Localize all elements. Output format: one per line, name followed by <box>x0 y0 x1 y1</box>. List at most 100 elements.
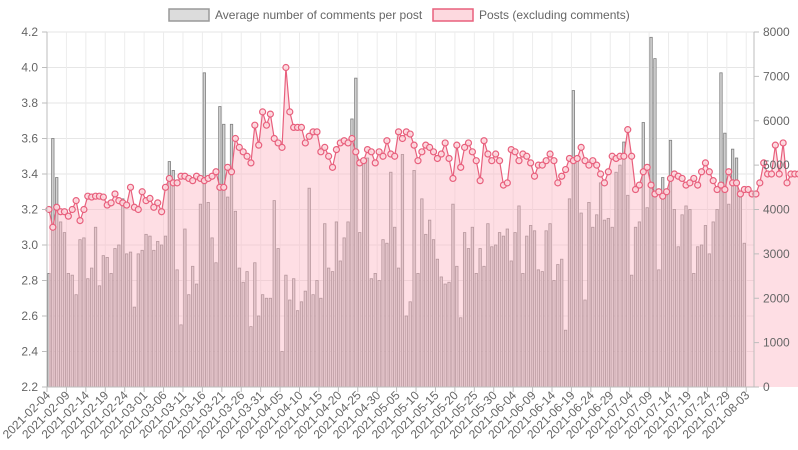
posts-point-141 <box>593 161 601 169</box>
posts-point-124 <box>527 159 535 167</box>
posts-point-67 <box>305 132 313 140</box>
legend-label-comments[interactable]: Average number of comments per post <box>215 8 423 22</box>
left-tick-label-5: 3.2 <box>21 203 38 217</box>
area-series-posts <box>45 63 798 387</box>
posts-point-130 <box>550 157 558 165</box>
posts-point-116 <box>495 157 504 165</box>
posts-point-133 <box>561 165 570 174</box>
posts-point-137 <box>577 143 585 151</box>
posts-point-140 <box>589 157 597 165</box>
posts-point-7 <box>72 197 80 205</box>
posts-point-94 <box>410 141 418 149</box>
posts-point-52 <box>247 159 255 167</box>
posts-point-186 <box>767 170 776 178</box>
posts-point-37 <box>189 177 197 185</box>
posts-point-74 <box>332 145 341 154</box>
posts-point-150 <box>628 152 636 160</box>
posts-point-56 <box>262 121 271 129</box>
posts-point-128 <box>542 157 550 165</box>
posts-point-153 <box>639 168 647 176</box>
posts-point-187 <box>771 141 779 149</box>
posts-point-1 <box>49 223 57 231</box>
right-tick-label-0: 0 <box>763 380 770 394</box>
posts-point-70 <box>317 148 325 156</box>
right-tick-label-7: 7000 <box>763 69 790 83</box>
posts-point-190 <box>783 179 791 187</box>
posts-point-157 <box>655 188 663 196</box>
posts-point-143 <box>600 179 609 187</box>
posts-point-108 <box>464 139 473 147</box>
posts-point-72 <box>325 152 333 160</box>
posts-point-110 <box>472 157 480 165</box>
posts-point-113 <box>484 150 492 158</box>
right-tick-label-1: 1000 <box>763 336 790 350</box>
posts-point-33 <box>173 179 181 187</box>
posts-point-136 <box>573 154 581 163</box>
posts-point-193 <box>795 170 798 178</box>
posts-point-101 <box>437 150 445 158</box>
posts-point-83 <box>367 148 375 156</box>
posts-point-16 <box>107 199 115 207</box>
posts-point-81 <box>359 157 368 165</box>
legend-label-posts[interactable]: Posts (excluding comments) <box>479 8 630 22</box>
posts-point-148 <box>620 152 628 160</box>
posts-point-154 <box>643 163 651 171</box>
posts-point-49 <box>235 143 243 151</box>
posts-point-98 <box>426 143 434 151</box>
posts-point-45 <box>220 183 228 191</box>
right-tick-label-8: 8000 <box>763 25 790 39</box>
left-tick-label-6: 3.4 <box>21 167 38 181</box>
posts-point-90 <box>394 128 403 136</box>
posts-point-58 <box>270 134 278 143</box>
posts-point-48 <box>231 134 240 143</box>
posts-point-61 <box>282 63 290 72</box>
posts-point-31 <box>165 174 173 183</box>
legend-swatch-posts[interactable] <box>432 8 474 22</box>
posts-point-79 <box>352 148 360 156</box>
posts-point-50 <box>239 148 247 156</box>
posts-point-132 <box>558 172 566 180</box>
left-axis-ticks: 2.2 2.4 2.6 2.8 3.0 3.2 3.4 3.6 3.8 4.0 4.2 <box>21 25 47 394</box>
posts-point-42 <box>208 172 216 180</box>
posts-point-89 <box>391 152 399 160</box>
left-tick-label-1: 2.4 <box>21 345 38 359</box>
posts-point-60 <box>278 143 286 151</box>
left-tick-label-10: 4.2 <box>21 25 38 39</box>
left-tick-label-9: 4.0 <box>21 61 38 75</box>
posts-point-131 <box>554 179 562 187</box>
right-tick-label-4: 4000 <box>763 203 790 217</box>
posts-point-71 <box>321 143 329 151</box>
posts-point-152 <box>635 181 644 189</box>
posts-point-93 <box>406 130 414 138</box>
left-tick-label-3: 2.8 <box>21 274 38 288</box>
posts-point-169 <box>701 159 710 167</box>
posts-point-184 <box>760 159 768 167</box>
posts-point-29 <box>157 208 166 216</box>
posts-point-5 <box>64 212 72 220</box>
posts-point-183 <box>756 179 764 187</box>
posts-point-160 <box>666 174 675 183</box>
posts-point-189 <box>779 139 787 147</box>
posts-point-121 <box>515 157 523 165</box>
right-tick-label-2: 2000 <box>763 291 790 305</box>
posts-point-114 <box>488 157 496 165</box>
right-tick-label-6: 6000 <box>763 114 790 128</box>
posts-point-118 <box>503 179 511 187</box>
posts-point-54 <box>255 141 263 149</box>
legend-swatch-comments[interactable] <box>168 8 210 22</box>
posts-point-96 <box>418 148 426 156</box>
posts-point-53 <box>251 121 259 129</box>
posts-point-77 <box>344 139 352 147</box>
posts-point-102 <box>441 139 449 147</box>
posts-point-173 <box>717 181 725 189</box>
posts-point-142 <box>596 170 605 178</box>
posts-point-55 <box>258 108 267 116</box>
posts-point-188 <box>775 170 783 178</box>
posts-point-85 <box>375 148 383 156</box>
posts-point-69 <box>313 128 321 136</box>
posts-point-105 <box>453 141 461 149</box>
posts-point-20 <box>123 201 131 209</box>
legend: Average number of comments per post Post… <box>168 8 630 22</box>
posts-point-159 <box>662 188 671 196</box>
posts-point-103 <box>445 154 453 163</box>
